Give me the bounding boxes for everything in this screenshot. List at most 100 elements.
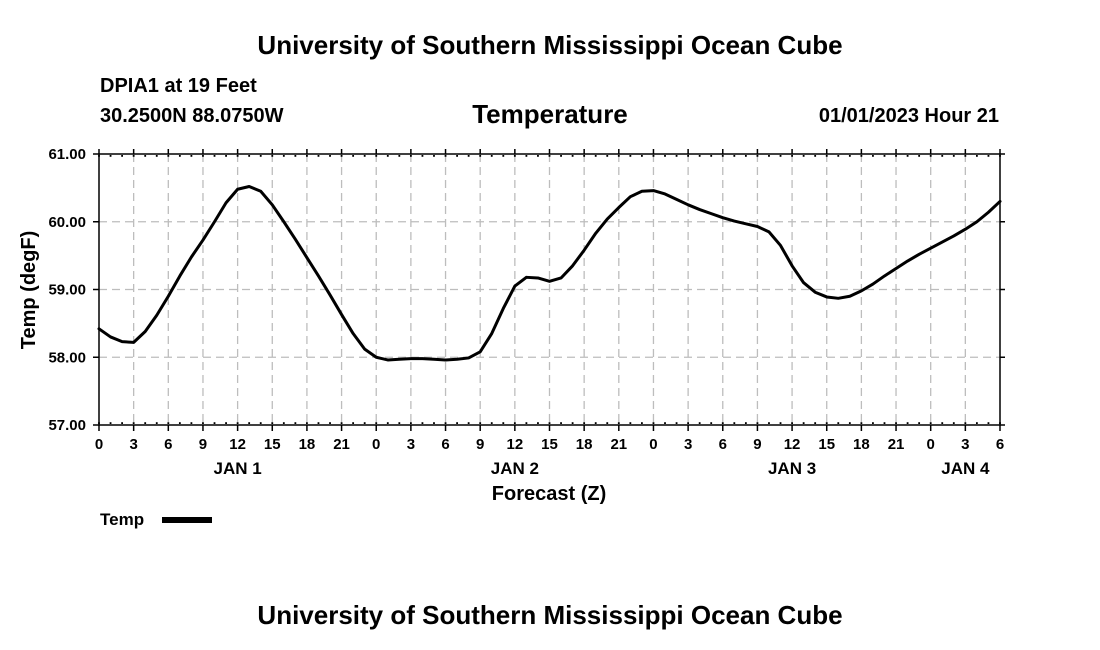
frame-dot — [386, 422, 389, 424]
x-tick-label: 15 — [541, 436, 558, 453]
frame-dot — [664, 422, 666, 424]
frame-dot — [860, 422, 863, 424]
frame-dot — [895, 422, 897, 424]
day-label: JAN 1 — [214, 459, 262, 478]
frame-dot — [929, 422, 932, 424]
frame-dot — [721, 155, 724, 157]
frame-dot — [121, 422, 124, 424]
x-tick-label: 6 — [164, 436, 172, 453]
y-tick-label: 60.00 — [48, 214, 86, 231]
axis-ticks — [93, 149, 1005, 431]
frame-dot — [860, 155, 863, 157]
chart-title: Temperature — [472, 99, 628, 129]
frame-dot — [421, 155, 424, 157]
x-tick-label: 18 — [853, 436, 870, 453]
frame-dot — [467, 422, 470, 424]
frame-dot — [340, 422, 343, 424]
frame-dot — [837, 155, 840, 157]
frame-dot — [825, 422, 828, 424]
frame-dots — [98, 155, 1001, 424]
frame-dot — [282, 155, 285, 157]
frame-dot — [155, 155, 158, 157]
frame-dot — [791, 155, 793, 157]
frame-dot — [733, 155, 736, 157]
frame-dot — [178, 422, 181, 424]
x-tick-label: 21 — [888, 436, 905, 453]
frame-dot — [779, 422, 782, 424]
frame-dot — [352, 155, 355, 157]
frame-dot — [502, 155, 505, 157]
x-tick-label: 3 — [684, 436, 692, 453]
x-tick-label: 6 — [996, 436, 1004, 453]
frame-dot — [213, 155, 216, 157]
frame-dot — [294, 155, 297, 157]
frame-dot — [456, 155, 458, 157]
frame-dot — [814, 422, 817, 424]
frame-dot — [282, 422, 285, 424]
frame-dot — [537, 155, 539, 157]
frame-dot — [479, 422, 482, 424]
frame-dot — [433, 155, 435, 157]
frame-dot — [652, 422, 655, 424]
frame-dot — [664, 155, 666, 157]
frame-dot — [698, 422, 701, 424]
frame-dot — [802, 422, 805, 424]
frame-dot — [929, 155, 932, 157]
frame-dot — [456, 422, 458, 424]
frame-dot — [178, 155, 181, 157]
frame-dot — [167, 155, 170, 157]
frame-dot — [490, 155, 493, 157]
frame-dot — [675, 155, 678, 157]
frame-dot — [202, 422, 204, 424]
x-tick-label: 15 — [264, 436, 281, 453]
x-tick-label: 6 — [441, 436, 449, 453]
footer-title: University of Southern Mississippi Ocean… — [257, 600, 843, 630]
frame-dot — [409, 155, 412, 157]
frame-dot — [883, 422, 886, 424]
frame-dot — [999, 155, 1001, 157]
frame-dot — [259, 155, 262, 157]
station-name: DPIA1 at 19 Feet — [100, 75, 257, 97]
x-tick-label: 9 — [476, 436, 484, 453]
frame-dot — [352, 422, 355, 424]
y-tick-label: 57.00 — [48, 417, 86, 434]
frame-dot — [109, 422, 112, 424]
frame-dot — [386, 155, 389, 157]
frame-dot — [999, 422, 1001, 424]
frame-dot — [375, 422, 378, 424]
frame-dot — [306, 422, 308, 424]
frame-dot — [710, 422, 713, 424]
frame-dot — [513, 155, 516, 157]
frame-dot — [121, 155, 124, 157]
frame-dot — [733, 422, 736, 424]
frame-dot — [548, 155, 551, 157]
frame-dot — [848, 155, 851, 157]
frame-dot — [906, 155, 909, 157]
frame-dot — [490, 422, 493, 424]
station-coordinates: 30.2500N 88.0750W — [100, 105, 284, 127]
frame-dot — [548, 422, 551, 424]
x-tick-label: 21 — [610, 436, 627, 453]
frame-dot — [975, 155, 978, 157]
frame-dot — [617, 155, 620, 157]
frame-dot — [617, 422, 620, 424]
day-label: JAN 2 — [491, 459, 539, 478]
frame-dot — [883, 155, 886, 157]
frame-dot — [213, 422, 216, 424]
day-label: JAN 3 — [768, 459, 816, 478]
x-axis-label: Forecast (Z) — [492, 483, 606, 505]
x-tick-label: 3 — [407, 436, 415, 453]
frame-dot — [964, 155, 967, 157]
frame-dot — [340, 155, 343, 157]
frame-dot — [444, 155, 447, 157]
frame-dot — [641, 422, 643, 424]
frame-dot — [132, 155, 135, 157]
y-tick-label: 59.00 — [48, 282, 86, 299]
page-title: University of Southern Mississippi Ocean… — [257, 30, 843, 60]
frame-dot — [675, 422, 678, 424]
frame-dot — [698, 155, 701, 157]
frame-dot — [236, 422, 239, 424]
frame-dot — [271, 422, 274, 424]
frame-dot — [872, 422, 874, 424]
frame-dot — [271, 155, 274, 157]
